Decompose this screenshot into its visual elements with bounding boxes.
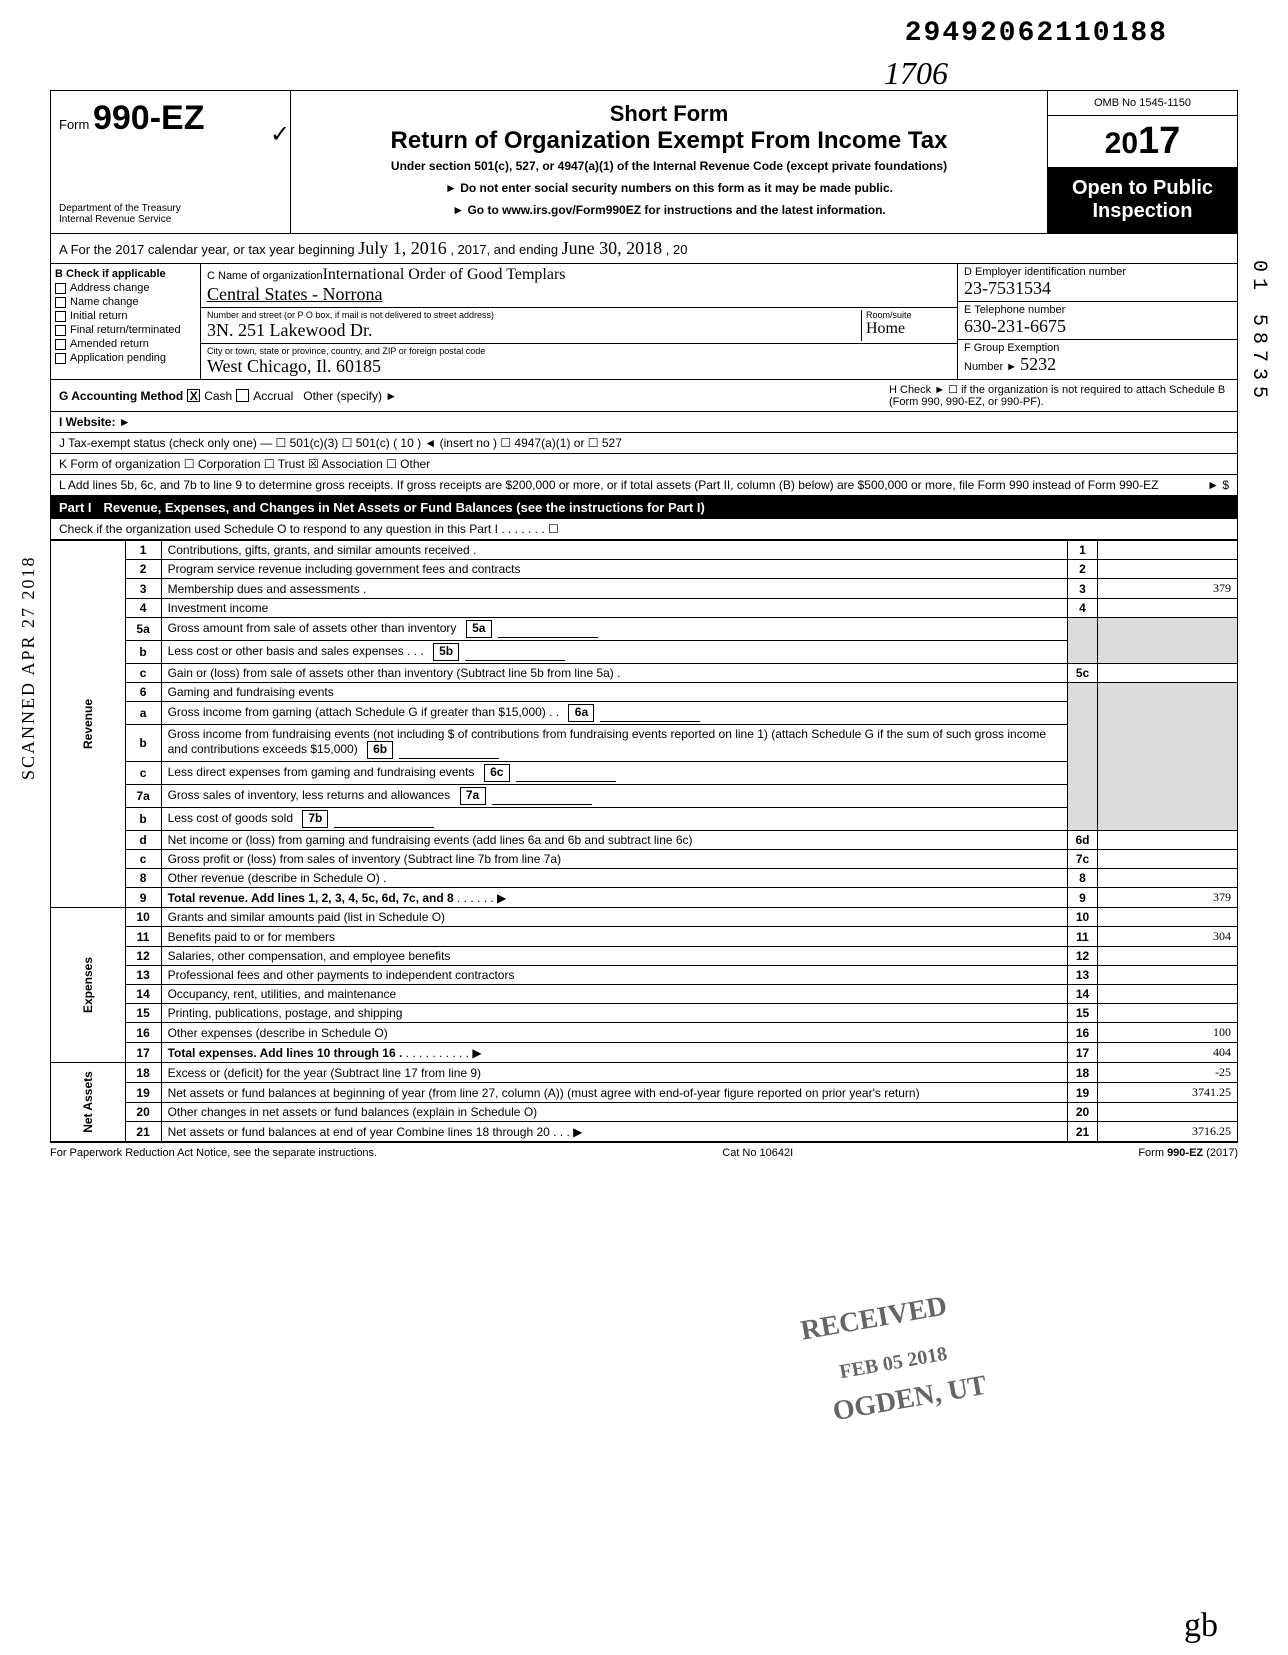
group-exemption: 5232 xyxy=(1020,354,1056,374)
form-number: 990-EZ xyxy=(93,99,205,137)
header-right: OMB No 1545-1150 2017 Open to Public Ins… xyxy=(1047,91,1237,233)
amt-21: 3716.25 xyxy=(1098,1122,1238,1142)
amt-19: 3741.25 xyxy=(1098,1083,1238,1103)
check-name-change[interactable] xyxy=(55,297,66,308)
amt-1 xyxy=(1098,541,1238,560)
amt-14 xyxy=(1098,985,1238,1004)
tax-year-end: June 30, 2018 xyxy=(562,238,663,258)
amt-15 xyxy=(1098,1004,1238,1023)
top-code: 29492062110188 xyxy=(905,18,1168,49)
no-ssn-note: ► Do not enter social security numbers o… xyxy=(311,181,1027,195)
check-amended-return[interactable] xyxy=(55,339,66,350)
form-header: Form 990-EZ Department of the Treasury I… xyxy=(50,90,1238,234)
amt-8 xyxy=(1098,869,1238,888)
under-section: Under section 501(c), 527, or 4947(a)(1)… xyxy=(311,159,1027,173)
telephone: 630-231-6675 xyxy=(964,316,1231,337)
amt-9: 379 xyxy=(1098,888,1238,908)
omb-number: OMB No 1545-1150 xyxy=(1048,91,1237,116)
part1-header: Part I Revenue, Expenses, and Changes in… xyxy=(50,496,1238,519)
side-revenue: Revenue xyxy=(51,541,126,908)
line-desc: Contributions, gifts, grants, and simila… xyxy=(161,541,1067,560)
title-short: Short Form xyxy=(311,101,1027,127)
form-prefix: Form xyxy=(59,117,89,132)
amt-6d xyxy=(1098,831,1238,850)
row-h: H Check ► ☐ if the organization is not r… xyxy=(889,383,1229,408)
initial-signature: gb xyxy=(1184,1607,1218,1645)
col-b-checkboxes: B Check if applicable Address change Nam… xyxy=(51,264,201,379)
row-g-accounting: G Accounting Method XCash Accrual Other … xyxy=(50,380,1238,412)
check-final-return[interactable] xyxy=(55,325,66,336)
org-name-2: Central States - Norrona xyxy=(207,284,382,304)
header-middle: Short Form Return of Organization Exempt… xyxy=(291,91,1047,233)
amt-7c xyxy=(1098,850,1238,869)
handwritten-number: 1706 xyxy=(884,55,948,92)
department-label: Department of the Treasury Internal Reve… xyxy=(59,203,282,225)
side-netassets: Net Assets xyxy=(51,1063,126,1142)
street-address: 3N. 251 Lakewood Dr. xyxy=(207,320,861,341)
received-stamp: RECEIVED xyxy=(799,1290,950,1347)
margin-number: 01 58735 xyxy=(1247,260,1270,404)
amt-4 xyxy=(1098,599,1238,618)
tax-year: 2017 xyxy=(1048,116,1237,167)
amt-10 xyxy=(1098,908,1238,927)
amt-16: 100 xyxy=(1098,1023,1238,1043)
part1-label: Part I xyxy=(59,500,92,515)
check-initial-return[interactable] xyxy=(55,311,66,322)
row-j-tax-status: J Tax-exempt status (check only one) — ☐… xyxy=(50,433,1238,454)
footer-left: For Paperwork Reduction Act Notice, see … xyxy=(50,1147,377,1159)
part1-title: Revenue, Expenses, and Changes in Net As… xyxy=(104,500,1229,515)
room-suite: Home xyxy=(866,320,951,338)
amt-13 xyxy=(1098,966,1238,985)
check-application-pending[interactable] xyxy=(55,353,66,364)
check-accrual[interactable] xyxy=(236,389,249,402)
open-public-label: Open to Public Inspection xyxy=(1048,167,1237,233)
amt-2 xyxy=(1098,560,1238,579)
footer-mid: Cat No 10642I xyxy=(722,1147,793,1159)
goto-note: ► Go to www.irs.gov/Form990EZ for instru… xyxy=(311,203,1027,217)
org-name-1: International Order of Good Templars xyxy=(323,266,566,284)
check-cash[interactable]: X xyxy=(187,389,200,402)
scanned-stamp: SCANNED APR 27 2018 xyxy=(18,555,39,780)
part1-check: Check if the organization used Schedule … xyxy=(50,519,1238,540)
tax-year-begin: July 1, 2016 xyxy=(358,238,447,258)
lines-table: Revenue 1 Contributions, gifts, grants, … xyxy=(50,540,1238,1142)
footer-right: Form 990-EZ (2017) xyxy=(1138,1147,1238,1159)
ein: 23-7531534 xyxy=(964,278,1231,299)
city-state-zip: West Chicago, Il. 60185 xyxy=(207,356,381,377)
col-c-entity: C Name of organization International Ord… xyxy=(201,264,957,379)
row-l-gross: L Add lines 5b, 6c, and 7b to line 9 to … xyxy=(50,475,1238,496)
checkmark-icon: ✓ xyxy=(270,120,290,149)
amt-5c xyxy=(1098,664,1238,683)
line-num: 1 xyxy=(125,541,161,560)
amt-17: 404 xyxy=(1098,1043,1238,1063)
page-footer: For Paperwork Reduction Act Notice, see … xyxy=(50,1142,1238,1159)
row-k-form-org: K Form of organization ☐ Corporation ☐ T… xyxy=(50,454,1238,475)
side-expenses: Expenses xyxy=(51,908,126,1063)
row-a: A For the 2017 calendar year, or tax yea… xyxy=(50,234,1238,264)
title-return: Return of Organization Exempt From Incom… xyxy=(311,127,1027,155)
row-i-website: I Website: ► xyxy=(50,412,1238,433)
amt-11: 304 xyxy=(1098,927,1238,947)
amt-12 xyxy=(1098,947,1238,966)
amt-20 xyxy=(1098,1103,1238,1122)
col-right: D Employer identification number 23-7531… xyxy=(957,264,1237,379)
check-address-change[interactable] xyxy=(55,283,66,294)
entity-block: B Check if applicable Address change Nam… xyxy=(50,264,1238,380)
amt-18: -25 xyxy=(1098,1063,1238,1083)
amt-3: 379 xyxy=(1098,579,1238,599)
header-left: Form 990-EZ Department of the Treasury I… xyxy=(51,91,291,233)
